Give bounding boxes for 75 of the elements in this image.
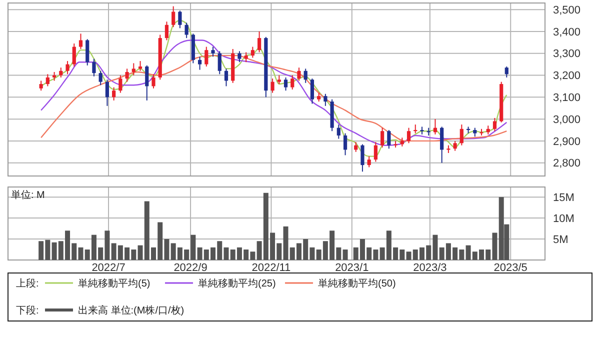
candlestick [420,126,424,135]
candlestick [504,66,508,78]
candlestick [336,124,340,140]
legend-label: 単純移動平均(50) [318,278,396,290]
candlestick [258,30,262,53]
candlestick [78,33,83,50]
candlestick [270,78,274,94]
candlestick [297,67,301,82]
annotation: 単位: M [11,189,45,201]
candlestick [112,86,116,101]
candlestick [164,21,169,41]
x-tick-label: 2022/11 [252,262,291,274]
candlestick [92,58,96,77]
candlestick [72,43,76,68]
candlestick [290,74,294,90]
candlestick [152,74,156,89]
y-tick-label: 2,800 [553,158,581,170]
candlestick [125,68,129,82]
candlestick [284,76,288,92]
candlestick [304,68,308,84]
y-tick-label: 3,500 [553,4,581,16]
y-tick-label: 3,100 [553,92,581,104]
candlestick [244,52,248,63]
y-tick-label: 15M [553,192,574,204]
y-tick-label: 3,400 [553,26,581,38]
candlestick [360,144,364,172]
x-tick-label: 2022/7 [92,262,126,274]
candlestick [238,50,242,63]
candlestick [310,78,314,104]
candlestick [98,70,102,86]
candlestick [184,22,188,39]
y-tick-label: 3,300 [553,48,581,60]
candlestick [204,46,208,68]
candlestick [387,130,391,150]
candlestick [374,142,378,162]
legend-title: 下段: [16,304,39,316]
legend-title: 上段: [16,278,39,290]
legend-label: 単純移動平均(25) [198,278,276,290]
y-tick-label: 3,200 [553,70,581,82]
x-tick-label: 2023/5 [494,262,528,274]
candlestick [453,140,457,152]
candlestick [380,127,384,148]
y-tick-label: 2,900 [553,136,581,148]
candlestick [460,124,464,146]
legend-label: 単純移動平均(5) [78,278,150,290]
x-tick-label: 2023/3 [413,262,447,274]
legend-label: 出来高 単位:(M株/口/枚) [78,304,184,316]
candlestick [224,68,228,87]
candlestick [59,67,63,78]
candlestick [406,127,411,144]
candlestick [440,126,444,164]
candlestick [145,64,149,101]
candlestick [198,56,202,70]
candlestick [118,74,122,94]
candlestick [324,93,328,106]
candlestick [132,62,136,76]
bar [342,250,348,260]
candlestick [172,6,176,28]
candlestick [39,80,43,92]
candlestick [178,10,182,29]
candlestick [66,60,70,75]
candlestick [343,132,348,156]
candlestick [367,156,371,168]
candlestick [46,74,50,87]
candlestick [211,46,215,58]
y-tick-label: 5M [553,234,568,246]
y-tick-label: 3,000 [553,114,581,126]
candlestick [218,50,222,75]
y-tick-label: 10M [553,212,574,225]
candlestick [250,46,254,58]
x-tick-label: 2023/1 [335,262,369,274]
candlestick [86,38,90,66]
candlestick [105,79,109,106]
candlestick [492,117,497,132]
x-tick-label: 2022/9 [174,262,208,274]
